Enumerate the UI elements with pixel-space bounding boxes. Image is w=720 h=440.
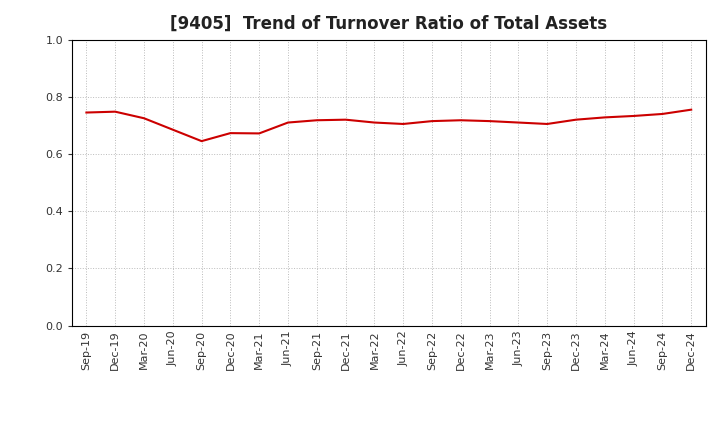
Title: [9405]  Trend of Turnover Ratio of Total Assets: [9405] Trend of Turnover Ratio of Total … (170, 15, 608, 33)
